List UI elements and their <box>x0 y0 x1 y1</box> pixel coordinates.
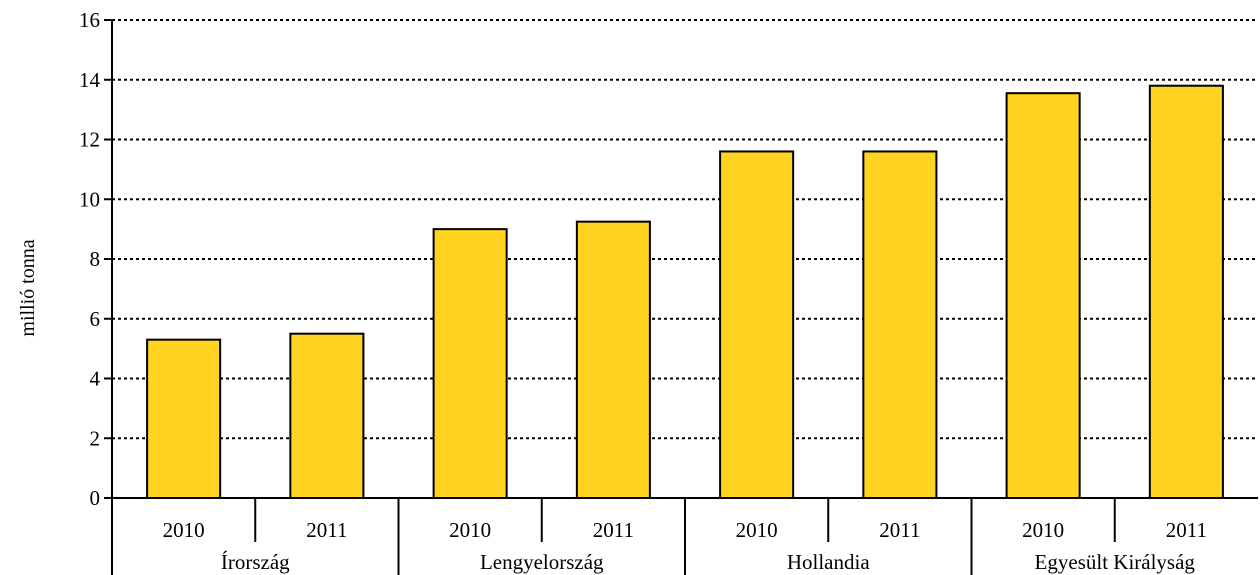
y-tick-label: 8 <box>90 247 101 271</box>
bar <box>1148 84 1224 499</box>
group-label: Egyesült Királyság <box>1035 550 1196 574</box>
category-label: 2010 <box>1022 518 1064 542</box>
category-label: 2011 <box>593 518 634 542</box>
y-tick-label: 14 <box>79 68 101 92</box>
bar <box>862 150 938 499</box>
bar <box>1005 92 1081 499</box>
group-label: Írország <box>221 550 290 574</box>
y-tick-label: 6 <box>90 307 101 331</box>
category-label: 2010 <box>163 518 205 542</box>
y-tick-label: 10 <box>79 187 100 211</box>
group-label: Lengyelország <box>480 550 604 574</box>
category-label: 2011 <box>1166 518 1207 542</box>
bar <box>719 150 795 499</box>
bar <box>432 228 508 499</box>
y-tick-labels: 0 2 4 6 8 10 12 14 16 <box>79 8 101 510</box>
y-tick-label: 2 <box>90 426 101 450</box>
y-tick-label: 4 <box>90 367 101 391</box>
bar <box>575 220 651 499</box>
group-label: Hollandia <box>787 550 870 574</box>
y-tick-label: 0 <box>90 486 101 510</box>
category-label: 2011 <box>879 518 920 542</box>
bar <box>146 338 222 499</box>
category-label: 2010 <box>449 518 491 542</box>
category-label: 2011 <box>306 518 347 542</box>
y-tick-label: 12 <box>79 128 100 152</box>
y-tick-label: 16 <box>79 8 100 32</box>
y-axis-label: millió tonna <box>17 239 39 336</box>
bars <box>146 84 1224 499</box>
category-label: 2010 <box>736 518 778 542</box>
bar <box>289 332 365 499</box>
axes <box>104 19 1258 575</box>
x-labels: 2010 2011 Írország 2010 2011 Lengyelország 201… <box>163 518 1207 574</box>
gridlines <box>112 19 1258 440</box>
